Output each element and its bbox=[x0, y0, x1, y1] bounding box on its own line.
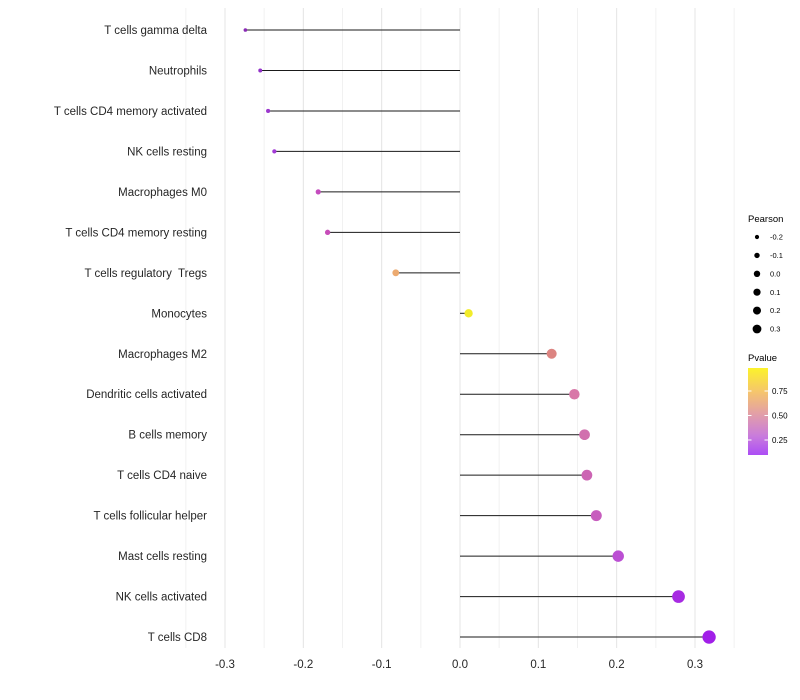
data-point bbox=[546, 348, 557, 359]
size-legend-label: -0.1 bbox=[770, 251, 783, 260]
y-axis-label: T cells CD4 naive bbox=[117, 470, 207, 482]
y-axis-label: NK cells resting bbox=[127, 146, 207, 158]
y-axis-label: T cells CD8 bbox=[148, 632, 207, 644]
x-axis-tick-label: 0.0 bbox=[452, 659, 468, 671]
data-point bbox=[272, 149, 277, 154]
colorbar-label: 0.25 bbox=[772, 436, 788, 445]
data-point bbox=[258, 68, 263, 73]
y-axis-label: Macrophages M0 bbox=[118, 187, 207, 199]
y-axis-label: Dendritic cells activated bbox=[86, 389, 207, 401]
y-axis-label: T cells regulatory Tregs bbox=[84, 268, 207, 280]
size-legend-dot bbox=[752, 324, 762, 334]
data-point bbox=[702, 630, 716, 644]
y-axis-labels: T cells gamma delta Neutrophils T cells CD… bbox=[54, 25, 208, 644]
data-point bbox=[464, 309, 473, 318]
grid bbox=[185, 8, 735, 648]
data-point bbox=[324, 229, 331, 236]
points bbox=[243, 28, 716, 644]
y-axis-label: B cells memory bbox=[128, 430, 207, 442]
size-legend-dot bbox=[753, 270, 761, 277]
x-axis-tick-label: -0.1 bbox=[372, 659, 392, 671]
x-axis-tick-label: 0.3 bbox=[687, 659, 703, 671]
colorbar-label: 0.75 bbox=[772, 387, 788, 396]
size-legend-dot bbox=[753, 306, 761, 315]
data-point bbox=[266, 108, 271, 113]
data-point bbox=[243, 28, 248, 32]
data-point bbox=[590, 510, 602, 522]
x-axis-tick-label: -0.2 bbox=[293, 659, 313, 671]
y-axis-label: Macrophages M2 bbox=[118, 349, 207, 361]
size-legend-label: 0.3 bbox=[770, 325, 780, 334]
size-legend-title: Pearson bbox=[748, 214, 783, 225]
data-point bbox=[612, 550, 624, 562]
data-point bbox=[569, 388, 580, 400]
x-axis-tick-label: 0.1 bbox=[530, 659, 546, 671]
colorbar bbox=[748, 368, 768, 455]
data-point bbox=[579, 429, 590, 441]
size-legend: Pearson -0.2 -0.1 0.0 0.1 0.2 0.3 bbox=[748, 214, 783, 334]
size-legend-dot bbox=[753, 288, 761, 296]
size-legend-label: -0.2 bbox=[770, 233, 783, 242]
data-point bbox=[392, 269, 400, 277]
colorbar-label: 0.50 bbox=[772, 411, 788, 420]
color-legend-title: Pvalue bbox=[748, 353, 777, 364]
y-axis-label: NK cells activated bbox=[116, 592, 207, 604]
data-point bbox=[315, 189, 321, 195]
data-point bbox=[672, 590, 685, 603]
x-axis-labels: -0.3 -0.2 -0.1 0.0 0.1 0.2 0.3 bbox=[215, 659, 703, 671]
size-legend-dot bbox=[754, 234, 760, 240]
size-legend-label: 0.2 bbox=[770, 306, 780, 315]
color-legend: Pvalue 0.75 0.50 0.25 bbox=[748, 353, 788, 455]
size-legend-label: 0.1 bbox=[770, 288, 780, 297]
size-legend-label: 0.0 bbox=[770, 269, 780, 278]
y-axis-label: Monocytes bbox=[151, 308, 207, 320]
y-axis-label: Neutrophils bbox=[149, 65, 207, 77]
data-point bbox=[581, 469, 593, 481]
y-axis-label: T cells CD4 memory resting bbox=[65, 227, 207, 239]
y-axis-label: Mast cells resting bbox=[118, 551, 207, 563]
x-axis-tick-label: -0.3 bbox=[215, 659, 235, 671]
y-axis-label: T cells follicular helper bbox=[93, 511, 207, 523]
x-axis-tick-label: 0.2 bbox=[609, 659, 625, 671]
y-axis-label: T cells gamma delta bbox=[104, 25, 207, 37]
stems bbox=[245, 29, 710, 638]
size-legend-dot bbox=[754, 252, 760, 259]
y-axis-label: T cells CD4 memory activated bbox=[54, 106, 207, 118]
